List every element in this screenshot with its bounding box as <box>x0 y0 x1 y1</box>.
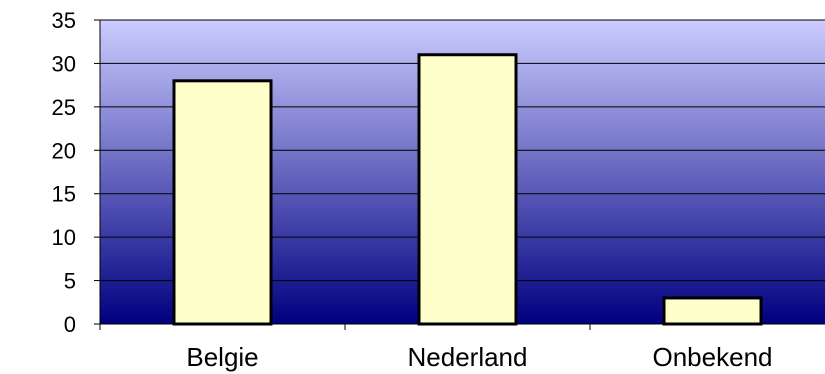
y-tick-label: 5 <box>64 269 76 294</box>
y-tick-label: 30 <box>52 51 76 76</box>
x-category-label: Nederland <box>408 342 528 372</box>
bar-onbekend <box>662 296 763 326</box>
axes <box>99 20 825 330</box>
bar-belgie <box>172 79 273 326</box>
y-tick-label: 0 <box>64 312 76 337</box>
x-category-labels: Belgie Nederland Onbekend <box>186 342 772 372</box>
y-tick-labels: 0 5 10 15 20 25 30 35 <box>52 8 76 337</box>
x-category-label: Onbekend <box>653 342 773 372</box>
y-tick-label: 10 <box>52 225 76 250</box>
bars <box>172 53 763 326</box>
bar-nederland <box>417 53 518 326</box>
y-tick-label: 35 <box>52 8 76 33</box>
x-category-label: Belgie <box>186 342 258 372</box>
y-tick-label: 25 <box>52 95 76 120</box>
y-tick-label: 20 <box>52 138 76 163</box>
y-tick-label: 15 <box>52 182 76 207</box>
